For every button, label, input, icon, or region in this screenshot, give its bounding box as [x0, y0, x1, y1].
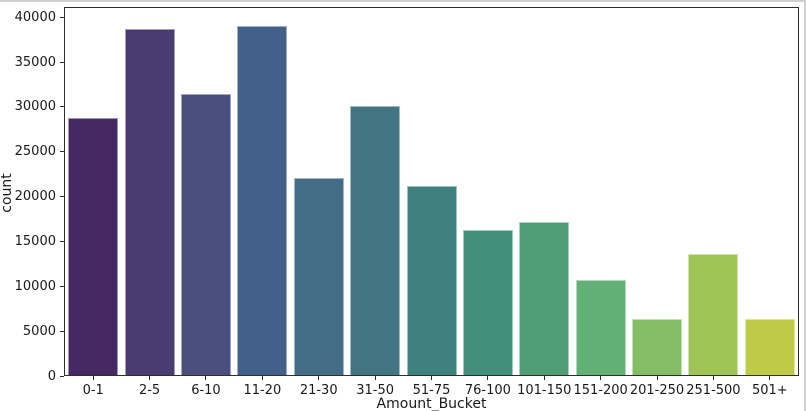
x-tick-mark: [318, 376, 320, 380]
x-tick-label-0-1: 0-1: [82, 383, 104, 398]
bar-2-5: [124, 28, 175, 375]
x-tick-label-31-50: 31-50: [356, 383, 394, 398]
y-tick-mark: [60, 16, 64, 18]
x-tick-label-501+: 501+: [751, 383, 788, 398]
x-tick-mark: [656, 376, 658, 380]
y-tick-label: 20000: [14, 189, 56, 205]
bar-251-500: [688, 253, 739, 375]
x-tick-mark: [431, 376, 432, 380]
bar-6-10: [180, 94, 231, 375]
x-tick-label-2-5: 2-5: [138, 383, 161, 398]
y-tick-mark: [60, 151, 64, 153]
x-axis-label: Amount_Bucket: [376, 396, 487, 411]
x-tick-label-201-250: 201-250: [629, 383, 685, 398]
x-tick-mark: [543, 376, 545, 380]
x-tick-mark: [769, 376, 771, 380]
bar-31-50: [350, 105, 401, 375]
y-tick-label: 10000: [14, 278, 56, 294]
y-tick-label: 40000: [14, 9, 56, 25]
y-tick-mark: [60, 196, 64, 198]
bar-501+: [744, 318, 795, 375]
bar-101-150: [519, 221, 570, 375]
bar-151-200: [575, 279, 626, 375]
x-tick-mark: [712, 376, 714, 380]
x-tick-label-251-500: 251-500: [686, 383, 741, 398]
bar-51-75: [406, 185, 457, 375]
bar-0-1: [68, 117, 119, 375]
x-tick-mark: [261, 376, 263, 380]
y-tick-label: 15000: [14, 233, 56, 249]
x-tick-mark: [374, 376, 376, 380]
x-tick-label-101-150: 101-150: [517, 383, 572, 398]
y-tick-label: 30000: [14, 99, 56, 115]
x-tick-label-6-10: 6-10: [191, 383, 221, 398]
x-tick-label-11-20: 11-20: [243, 383, 282, 398]
bar-21-30: [293, 177, 344, 375]
y-tick-mark: [60, 375, 64, 377]
y-tick-label: 5000: [22, 323, 56, 339]
y-tick-mark: [60, 240, 64, 242]
y-axis-label: count: [0, 173, 15, 213]
x-tick-mark: [149, 376, 151, 380]
x-tick-label-21-30: 21-30: [299, 383, 338, 398]
y-tick-mark: [60, 285, 64, 287]
y-tick-mark: [60, 330, 64, 332]
y-tick-label: 0: [47, 368, 56, 384]
x-tick-mark: [92, 376, 94, 380]
bar-11-20: [237, 26, 288, 375]
x-tick-mark: [600, 376, 602, 380]
y-tick-label: 25000: [14, 144, 56, 160]
bar-201-250: [632, 318, 683, 375]
x-tick-mark: [487, 376, 489, 380]
plot-area: [64, 7, 799, 376]
x-tick-label-151-200: 151-200: [573, 383, 628, 398]
y-tick-mark: [60, 106, 64, 108]
y-tick-mark: [60, 61, 64, 63]
x-tick-label-76-100: 76-100: [464, 383, 511, 398]
bar-76-100: [462, 229, 513, 375]
x-tick-label-51-75: 51-75: [412, 383, 451, 398]
x-tick-mark: [205, 376, 207, 380]
y-tick-label: 35000: [14, 54, 56, 70]
